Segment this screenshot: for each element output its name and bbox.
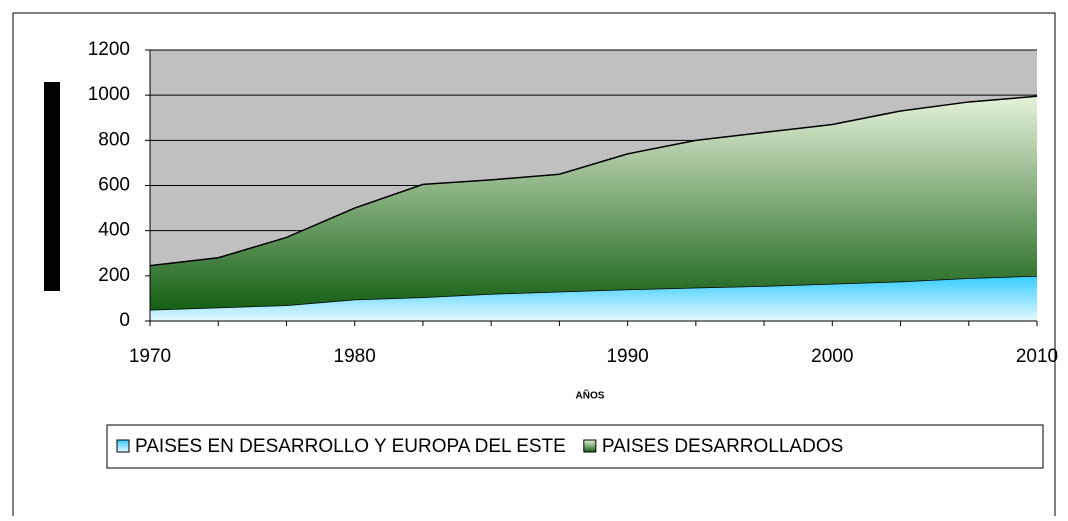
y-tick-label: 0 (119, 310, 130, 331)
area (150, 96, 1037, 310)
y-tick-label: 600 (98, 175, 130, 196)
legend-swatch (583, 439, 597, 453)
y-tick-label: 200 (98, 265, 130, 286)
area-outline (149, 95, 1038, 267)
y-tick-label: 800 (98, 129, 130, 150)
x-tick-label: 1970 (129, 346, 171, 367)
y-tick-label: 400 (98, 220, 130, 241)
y-tick-label: 1000 (88, 84, 130, 105)
x-axis-title: AÑOS (576, 389, 605, 402)
legend (106, 424, 1044, 469)
x-tick-label: 1990 (606, 346, 648, 367)
x-tick-label: 2000 (811, 346, 853, 367)
y-tick-label: 1200 (88, 39, 130, 60)
x-tick-label: 2010 (1016, 346, 1058, 367)
legend-label: PAISES EN DESARROLLO Y EUROPA DEL ESTE (135, 436, 566, 457)
legend-swatch (116, 439, 130, 453)
area (150, 275, 1037, 321)
legend-label: PAISES DESARROLLADOS (602, 436, 843, 457)
x-tick-label: 1980 (334, 346, 376, 367)
y-axis-title-block (44, 82, 60, 291)
